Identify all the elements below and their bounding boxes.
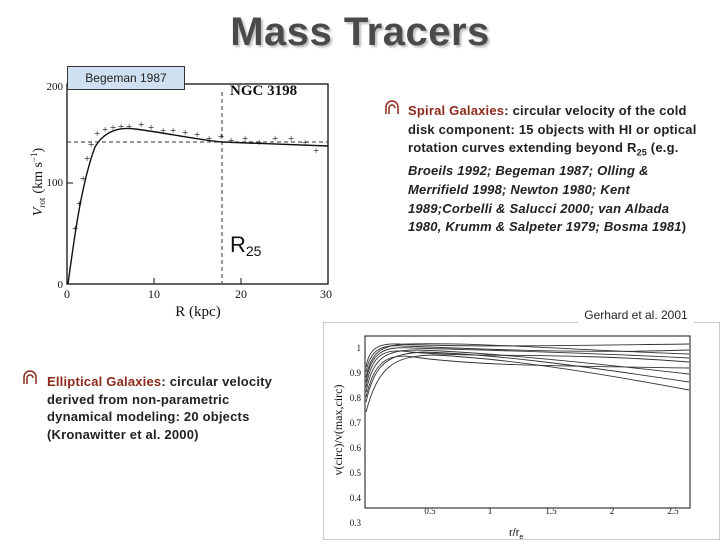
bullet — [385, 100, 399, 114]
r25-r: R — [230, 232, 246, 257]
svg-text:+: + — [182, 127, 188, 139]
x-tick-label: 0 — [64, 287, 70, 301]
svg-text:+: + — [242, 133, 248, 145]
svg-text:+: + — [110, 122, 116, 134]
spiral-body: : circular velocity of the cold disk com… — [408, 103, 697, 156]
svg-text:+: + — [256, 137, 262, 149]
data-points: ++++++ + + + + + + + + + + + + + + + + + ++ — [72, 119, 319, 235]
y-tick-label: 0.4 — [350, 493, 362, 503]
svg-text:+: + — [80, 173, 86, 185]
svg-text:+: + — [94, 128, 100, 140]
svg-text:+: + — [302, 137, 308, 149]
elliptical-heading: Elliptical Galaxies — [47, 374, 162, 389]
y-tick-label: 0.7 — [350, 418, 362, 428]
x-label-r: r/r — [509, 527, 520, 539]
svg-text:+: + — [218, 131, 224, 143]
y-tick-label: 0.8 — [350, 393, 362, 403]
x-tick-label: 20 — [235, 287, 247, 301]
spiral-sub: 25 — [636, 147, 647, 158]
svg-text:+: + — [206, 133, 212, 145]
x-tick-label: 2.5 — [667, 506, 679, 516]
spiral-text: Spiral Galaxies: circular velocity of th… — [408, 102, 698, 237]
svg-text:+: + — [148, 122, 154, 134]
source-label: Begeman 1987 — [67, 66, 185, 90]
y-axis-label: v(circ)/v(max,circ) — [331, 385, 345, 476]
x-tick-label: 2 — [610, 506, 615, 516]
x-tick-label: 0.5 — [424, 506, 436, 516]
svg-text:+: + — [84, 153, 90, 165]
svg-text:+: + — [228, 135, 234, 147]
svg-text:+: + — [76, 198, 82, 210]
y-tick-label: 0.5 — [350, 468, 362, 478]
bullet — [23, 370, 37, 384]
circular-velocity-plot: 1 0.9 0.8 0.7 0.6 0.5 0.4 0.3 0.5 1 1.5 … — [323, 322, 720, 540]
x-axis-label: R (kpc) — [175, 304, 220, 320]
svg-text:+: + — [88, 139, 94, 151]
svg-text:+: + — [170, 125, 176, 137]
y-label-exp: −1 — [29, 153, 39, 163]
svg-text:+: + — [288, 133, 294, 145]
y-tick-label: 0.3 — [350, 518, 362, 528]
y-tick-label: 0.9 — [350, 368, 362, 378]
plot-frame — [364, 335, 691, 509]
spiral-open: (e.g. — [646, 140, 679, 156]
x-label-sub: e — [519, 534, 523, 540]
spiral-heading: Spiral Galaxies — [408, 103, 505, 118]
y-label-close: ) — [31, 148, 46, 153]
svg-text:+: + — [72, 223, 78, 235]
y-tick-label: 200 — [47, 81, 64, 93]
svg-text:+: + — [313, 145, 319, 157]
slide-title: Mass Tracers — [230, 10, 490, 54]
x-tick-label: 10 — [148, 287, 160, 301]
curves — [365, 343, 690, 413]
r25-sub: 25 — [246, 243, 262, 259]
svg-text:+: + — [102, 124, 108, 136]
svg-text:+: + — [194, 129, 200, 141]
y-label-v: V — [31, 206, 46, 216]
r25-label: R25 — [230, 232, 262, 259]
svg-text:+: + — [272, 133, 278, 145]
svg-text:+: + — [118, 121, 124, 133]
plot-frame — [66, 83, 329, 285]
svg-text:+: + — [126, 121, 132, 133]
x-axis-label: r/re — [509, 527, 523, 540]
galaxy-name: NGC 3198 — [230, 83, 297, 99]
rotation-curve-plot: ++++++ + + + + + + + + + + + + + + + + + ++ 0 100 200 0 10… — [20, 62, 340, 324]
elliptical-text: Elliptical Galaxies: circular velocity d… — [47, 373, 287, 443]
source-label: Gerhard et al. 2001 — [578, 304, 694, 326]
y-tick-label: 100 — [47, 177, 64, 189]
elliptical-body: : circular velocity derived from non-par… — [47, 374, 273, 442]
svg-text:+: + — [138, 119, 144, 131]
svg-text:+: + — [160, 125, 166, 137]
y-ticks: 1 0.9 0.8 0.7 0.6 0.5 0.4 0.3 0.5 1 1.5 … — [350, 343, 679, 528]
model-curve — [67, 127, 329, 285]
y-tick-label: 1 — [357, 343, 362, 353]
x-tick-label: 1 — [488, 506, 493, 516]
spiral-close: ) — [681, 219, 687, 235]
y-tick-label: 0.6 — [350, 443, 362, 453]
x-tick-label: 0 — [58, 279, 64, 291]
y-label: v(circ)/v(max,circ) — [331, 385, 345, 476]
x-tick-label: 30 — [320, 287, 332, 301]
y-label-box — [326, 325, 348, 533]
x-tick-label: 1.5 — [545, 506, 557, 516]
spiral-refs: Broeils 1992; Begeman 1987; Olling & Mer… — [408, 163, 682, 235]
y-label-unit: (km s — [31, 162, 46, 194]
y-label-sub: rot — [37, 197, 47, 207]
plot-bg — [20, 62, 340, 324]
y-axis-label: Vrot (km s−1) — [29, 148, 47, 217]
